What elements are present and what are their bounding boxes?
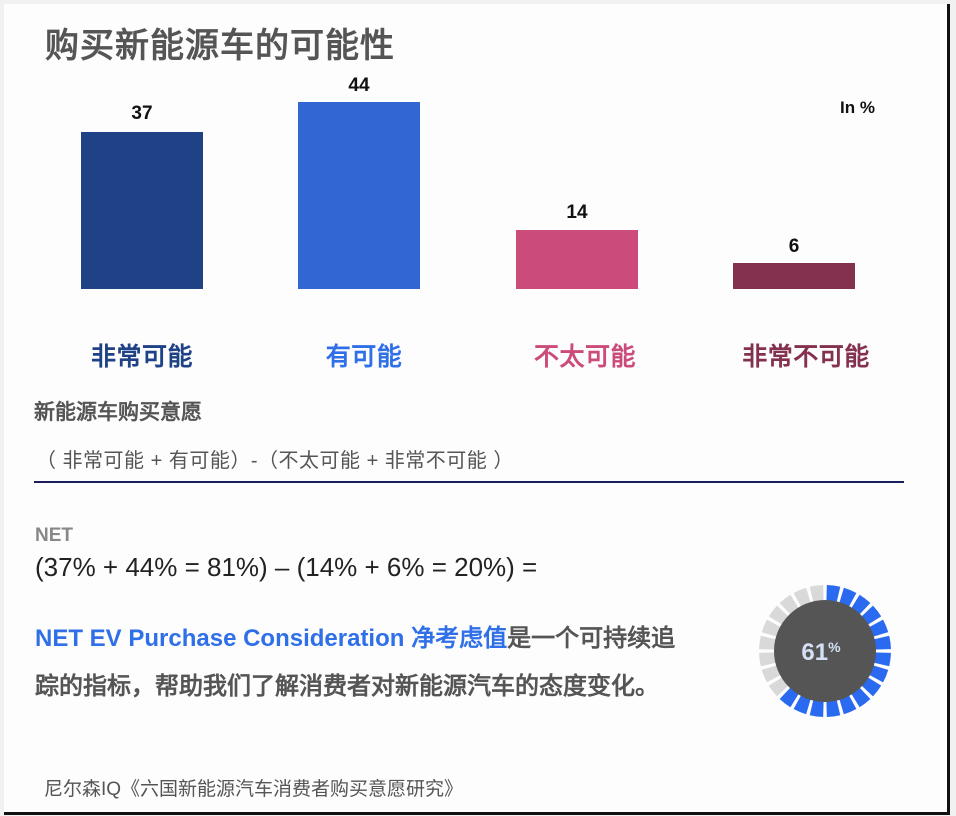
definition-formula: （ 非常可能 + 有可能）-（不太可能 + 非常不可能 ）	[36, 450, 514, 472]
source-citation: 尼尔森IQ《六国新能源汽车消费者购买意愿研究》	[44, 779, 464, 800]
dial-gauge-icon: 61%	[759, 585, 891, 717]
net-description-accent: NET EV Purchase Consideration 净考虑值	[35, 625, 508, 652]
page-title: 购买新能源车的可能性	[45, 27, 395, 65]
bar-value-1: 44	[348, 75, 370, 96]
bar-value-3: 6	[788, 236, 800, 257]
bar-unlikely	[516, 230, 638, 289]
bar-value-2: 14	[566, 202, 588, 223]
net-result-dial: 61%	[758, 584, 892, 718]
infographic-canvas: 购买新能源车的可能性 In % 37 44 14 6 非常可能 有可能 不太可能…	[4, 4, 950, 815]
unit-label: In %	[840, 98, 875, 117]
bar-very-unlikely	[733, 263, 855, 289]
category-label-unlikely: 不太可能	[533, 343, 636, 371]
svg-text:61%: 61%	[801, 639, 841, 666]
bar-likely	[298, 102, 420, 289]
definition-heading: 新能源车购买意愿	[34, 401, 202, 424]
category-label-very-unlikely: 非常不可能	[742, 343, 870, 371]
category-label-very-likely: 非常可能	[90, 343, 193, 371]
net-description-body: 是一个可持续追踪的指标，帮助我们了解消费者对新能源汽车的态度变化。	[35, 625, 676, 700]
bar-value-0: 37	[131, 103, 153, 124]
bar-very-likely	[81, 132, 203, 289]
net-label: NET	[35, 525, 73, 546]
net-formula: (37% + 44% = 81%) – (14% + 6% = 20%) =	[35, 552, 538, 582]
net-description: NET EV Purchase Consideration 净考虑值是一个可持续…	[35, 615, 695, 711]
category-label-likely: 有可能	[325, 343, 403, 371]
section-divider	[34, 481, 904, 483]
